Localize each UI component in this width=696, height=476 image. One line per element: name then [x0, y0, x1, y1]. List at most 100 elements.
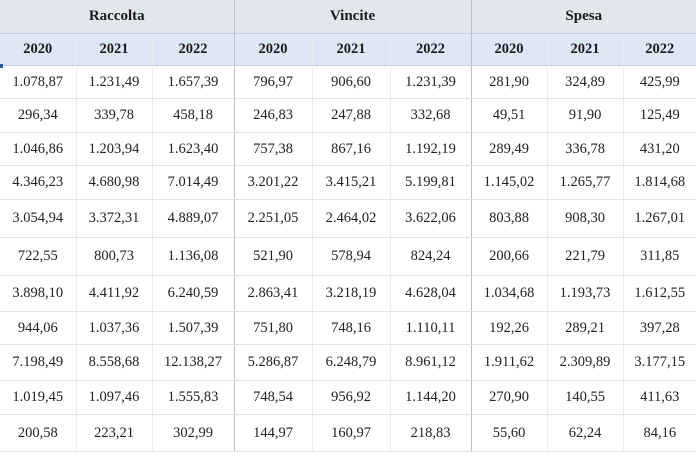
table-cell: 62,24	[546, 414, 624, 452]
table-row: 3.054,94 3.372,31 4.889,07 2.251,05 2.464,02…	[0, 199, 696, 238]
table-cell: 944,06	[0, 311, 76, 345]
table-cell: 3.415,21	[311, 165, 391, 200]
table-cell: 140,55	[546, 380, 624, 415]
table-cell: 2.251,05	[233, 199, 313, 238]
row-marker	[0, 64, 3, 68]
table-cell: 296,34	[0, 98, 76, 133]
table-row: 722,55 800,73 1.136,08 521,90 578,94 824,24 20…	[0, 237, 696, 276]
table-cell: 5.286,87	[233, 344, 313, 381]
table-cell: 1.911,62	[470, 344, 548, 381]
table-cell: 1.265,77	[546, 165, 624, 200]
table-cell: 289,21	[546, 311, 624, 345]
table-cell: 160,97	[311, 414, 391, 452]
table-cell: 1.507,39	[151, 311, 235, 345]
table-cell: 1.231,39	[389, 65, 472, 99]
table-cell: 8.558,68	[75, 344, 152, 381]
year-header: 2020	[233, 33, 313, 66]
table-cell: 246,83	[233, 98, 313, 133]
table-cell: 4.346,23	[0, 165, 76, 200]
table-cell: 751,80	[233, 311, 313, 345]
table-cell: 1.136,08	[151, 237, 235, 276]
table-cell: 324,89	[546, 65, 624, 99]
table-cell: 281,90	[470, 65, 548, 99]
table-cell: 411,63	[622, 380, 696, 415]
table-row: 944,06 1.037,36 1.507,39 751,80 748,16 1.110,…	[0, 311, 696, 345]
table-cell: 144,97	[233, 414, 313, 452]
table-cell: 4.628,04	[389, 275, 472, 312]
table-cell: 867,16	[311, 132, 391, 166]
table-cell: 4.411,92	[75, 275, 152, 312]
table-cell: 722,55	[0, 237, 76, 276]
table-cell: 757,38	[233, 132, 313, 166]
year-header-row: 2020 2021 2022 2020 2021 2022 2020 2021 …	[0, 33, 696, 66]
table-cell: 1.623,40	[151, 132, 235, 166]
table-cell: 2.464,02	[311, 199, 391, 238]
table-cell: 578,94	[311, 237, 391, 276]
table-cell: 3.372,31	[75, 199, 152, 238]
table-cell: 824,24	[389, 237, 472, 276]
table-cell: 2.863,41	[233, 275, 313, 312]
table-cell: 906,60	[311, 65, 391, 99]
table-cell: 803,88	[470, 199, 548, 238]
table-cell: 8.961,12	[389, 344, 472, 381]
table-row: 1.019,45 1.097,46 1.555,83 748,54 956,92 1.14…	[0, 380, 696, 415]
table-cell: 1.097,46	[75, 380, 152, 415]
table-cell: 956,92	[311, 380, 391, 415]
table-cell: 1.145,02	[470, 165, 548, 200]
table-cell: 1.203,94	[75, 132, 152, 166]
table-cell: 221,79	[546, 237, 624, 276]
table-cell: 289,49	[470, 132, 548, 166]
year-header: 2022	[622, 33, 696, 66]
group-header-vincite: Vincite	[233, 0, 472, 34]
table-cell: 3.898,10	[0, 275, 76, 312]
year-header: 2022	[389, 33, 472, 66]
table-cell: 7.014,49	[151, 165, 235, 200]
table-row: 7.198,49 8.558,68 12.138,27 5.286,87 6.248,7…	[0, 344, 696, 381]
table-cell: 3.201,22	[233, 165, 313, 200]
table-cell: 6.248,79	[311, 344, 391, 381]
table-cell: 748,16	[311, 311, 391, 345]
table-cell: 49,51	[470, 98, 548, 133]
table-cell: 218,83	[389, 414, 472, 452]
table-cell: 311,85	[622, 237, 696, 276]
table-cell: 796,97	[233, 65, 313, 99]
table-cell: 1.078,87	[0, 65, 76, 99]
table-cell: 339,78	[75, 98, 152, 133]
table-cell: 5.199,81	[389, 165, 472, 200]
table-cell: 1.034,68	[470, 275, 548, 312]
table-cell: 800,73	[75, 237, 152, 276]
table-cell: 431,20	[622, 132, 696, 166]
table-cell: 84,16	[622, 414, 696, 452]
table-cell: 4.680,98	[75, 165, 152, 200]
year-header: 2022	[151, 33, 235, 66]
table-cell: 200,66	[470, 237, 548, 276]
table-cell: 3.622,06	[389, 199, 472, 238]
year-header: 2021	[546, 33, 624, 66]
table-cell: 1.193,73	[546, 275, 624, 312]
table-cell: 1.657,39	[151, 65, 235, 99]
table-cell: 1.555,83	[151, 380, 235, 415]
table-cell: 1.046,86	[0, 132, 76, 166]
table-row: 296,34 339,78 458,18 246,83 247,88 332,68 49,5…	[0, 98, 696, 133]
table-cell: 425,99	[622, 65, 696, 99]
table-row: 3.898,10 4.411,92 6.240,59 2.863,41 3.218,19…	[0, 275, 696, 312]
table-cell: 125,49	[622, 98, 696, 133]
table-row: 1.078,87 1.231,49 1.657,39 796,97 906,60 1.23…	[0, 65, 696, 99]
data-table: Raccolta Vincite Spesa 2020 2021 2022 20…	[0, 0, 696, 452]
table-cell: 4.889,07	[151, 199, 235, 238]
table-cell: 1.612,55	[622, 275, 696, 312]
group-header-row: Raccolta Vincite Spesa	[0, 0, 696, 34]
table-row: 1.046,86 1.203,94 1.623,40 757,38 867,16 1.19…	[0, 132, 696, 166]
table-cell: 521,90	[233, 237, 313, 276]
table-row: 200,58 223,21 302,99 144,97 160,97 218,83 55,6…	[0, 414, 696, 452]
table-cell: 223,21	[75, 414, 152, 452]
table-cell: 7.198,49	[0, 344, 76, 381]
table-cell: 1.037,36	[75, 311, 152, 345]
table-cell: 55,60	[470, 414, 548, 452]
year-header: 2020	[470, 33, 548, 66]
table-cell: 908,30	[546, 199, 624, 238]
table-cell: 3.177,15	[622, 344, 696, 381]
group-header-spesa: Spesa	[470, 0, 696, 34]
table-cell: 1.192,19	[389, 132, 472, 166]
table-cell: 247,88	[311, 98, 391, 133]
